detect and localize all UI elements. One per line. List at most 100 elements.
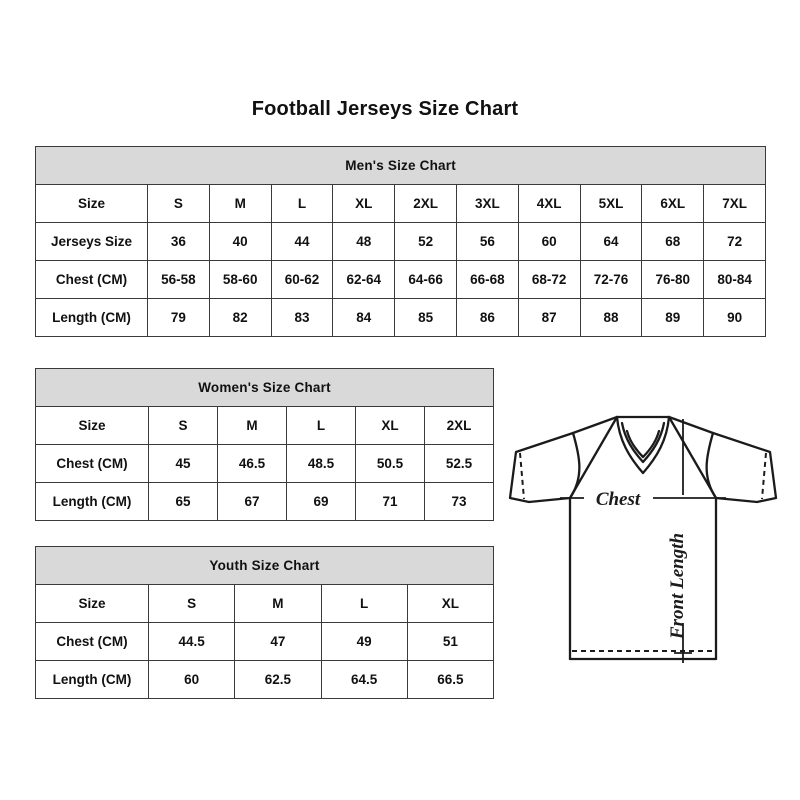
mens-row-0-cell-0: Jerseys Size <box>35 222 148 261</box>
front-length-measure-label: Front Length <box>667 533 688 640</box>
youth-row-1-cell-2: 62.5 <box>234 660 322 699</box>
womens-row-0-cell-5: 52.5 <box>424 444 494 483</box>
mens-row-2-cell-9: 89 <box>641 298 705 337</box>
mens-row-1-cell-10: 80-84 <box>703 260 767 299</box>
mens-header-cell-0: Size <box>35 184 148 223</box>
mens-header-cell-7: 4XL <box>517 184 581 223</box>
womens-row-0-cell-1: 45 <box>148 444 218 483</box>
womens-header-cell-1: S <box>148 406 218 445</box>
table-row: Chest (CM) 44.5 47 49 51 <box>35 622 495 661</box>
mens-row-0-cell-5: 52 <box>394 222 457 261</box>
youth-row-0-cell-1: 44.5 <box>147 622 236 661</box>
mens-row-1-cell-4: 62-64 <box>332 260 396 299</box>
left-armhole <box>568 431 581 500</box>
womens-row-0-cell-2: 46.5 <box>217 444 287 483</box>
womens-table-caption: Women's Size Chart <box>35 368 494 407</box>
mens-table-caption: Men's Size Chart <box>34 146 767 185</box>
jersey-diagram: Chest Front Length <box>498 395 788 685</box>
mens-row-1-cell-6: 66-68 <box>455 260 519 299</box>
youth-row-1-cell-0: Length (CM) <box>35 660 149 699</box>
youth-header-cell-3: L <box>320 584 408 623</box>
mens-row-0-cell-8: 64 <box>579 222 643 261</box>
youth-row-1-cell-4: 66.5 <box>406 660 495 699</box>
womens-row-1-cell-5: 73 <box>424 482 494 521</box>
mens-row-2-cell-5: 85 <box>394 298 457 337</box>
youth-row-1-cell-3: 64.5 <box>320 660 408 699</box>
mens-header-cell-5: 2XL <box>394 184 457 223</box>
mens-row-0-cell-7: 60 <box>517 222 581 261</box>
mens-row-2-cell-0: Length (CM) <box>35 298 148 337</box>
table-header-row: Size S M L XL <box>35 584 495 623</box>
mens-row-2-cell-1: 79 <box>147 298 210 337</box>
table-row: Length (CM) 65 67 69 71 73 <box>35 482 494 521</box>
mens-row-1-cell-5: 64-66 <box>394 260 457 299</box>
mens-row-2-cell-8: 88 <box>579 298 643 337</box>
v-neck-inner-1 <box>620 421 666 464</box>
youth-header-cell-0: Size <box>35 584 149 623</box>
mens-row-1-cell-0: Chest (CM) <box>35 260 148 299</box>
mens-row-1-cell-9: 76-80 <box>641 260 705 299</box>
womens-row-0-cell-4: 50.5 <box>355 444 425 483</box>
womens-header-cell-3: L <box>286 406 356 445</box>
mens-row-2-cell-7: 87 <box>517 298 581 337</box>
womens-row-0-cell-3: 48.5 <box>286 444 356 483</box>
mens-header-cell-9: 6XL <box>641 184 705 223</box>
left-sleeve-hem-dash <box>519 452 525 500</box>
mens-row-2-cell-6: 86 <box>455 298 519 337</box>
table-row: Jerseys Size 36 40 44 48 52 56 60 64 68 … <box>35 222 767 261</box>
mens-row-2-cell-10: 90 <box>703 298 767 337</box>
mens-row-0-cell-3: 44 <box>270 222 334 261</box>
mens-row-0-cell-9: 68 <box>641 222 705 261</box>
youth-header-cell-2: M <box>234 584 322 623</box>
mens-header-cell-4: XL <box>332 184 396 223</box>
womens-row-1-cell-3: 69 <box>286 482 356 521</box>
table-header-row: Size S M L XL 2XL <box>35 406 494 445</box>
youth-row-0-cell-4: 51 <box>406 622 495 661</box>
left-sleeve-outline <box>508 415 619 504</box>
womens-size-table: Women's Size Chart Size S M L XL 2XL Che… <box>35 368 494 521</box>
mens-row-0-cell-4: 48 <box>332 222 396 261</box>
right-armhole <box>705 431 718 500</box>
v-neck-inner-2 <box>625 429 661 459</box>
youth-table-caption: Youth Size Chart <box>34 546 495 585</box>
mens-header-cell-1: S <box>147 184 210 223</box>
youth-header-cell-1: S <box>147 584 236 623</box>
table-row: Chest (CM) 56-58 58-60 60-62 62-64 64-66… <box>35 260 767 299</box>
mens-row-2-cell-3: 83 <box>270 298 334 337</box>
table-caption-row: Youth Size Chart <box>34 546 495 585</box>
youth-row-0-cell-0: Chest (CM) <box>35 622 149 661</box>
mens-row-0-cell-6: 56 <box>455 222 519 261</box>
mens-header-cell-8: 5XL <box>579 184 643 223</box>
v-neck-outer <box>615 415 671 475</box>
womens-row-1-cell-2: 67 <box>217 482 287 521</box>
mens-size-table: Men's Size Chart Size S M L XL 2XL 3XL 4… <box>34 146 767 337</box>
table-caption-row: Men's Size Chart <box>34 146 767 185</box>
youth-row-1-cell-1: 60 <box>147 660 236 699</box>
table-row: Length (CM) 60 62.5 64.5 66.5 <box>35 660 495 699</box>
youth-header-cell-4: XL <box>406 584 495 623</box>
mens-row-1-cell-8: 72-76 <box>579 260 643 299</box>
mens-header-cell-6: 3XL <box>455 184 519 223</box>
womens-header-cell-2: M <box>217 406 287 445</box>
mens-row-1-cell-3: 60-62 <box>270 260 334 299</box>
mens-row-2-cell-2: 82 <box>208 298 272 337</box>
womens-header-cell-4: XL <box>355 406 425 445</box>
mens-row-1-cell-2: 58-60 <box>208 260 272 299</box>
table-caption-row: Women's Size Chart <box>35 368 494 407</box>
mens-row-1-cell-7: 68-72 <box>517 260 581 299</box>
youth-size-table: Youth Size Chart Size S M L XL Chest (CM… <box>34 546 495 699</box>
table-row: Chest (CM) 45 46.5 48.5 50.5 52.5 <box>35 444 494 483</box>
womens-header-cell-0: Size <box>35 406 149 445</box>
mens-header-cell-2: M <box>208 184 272 223</box>
right-sleeve-outline <box>667 415 778 504</box>
mens-header-cell-10: 7XL <box>703 184 767 223</box>
page-title: Football Jerseys Size Chart <box>251 98 519 120</box>
table-header-row: Size S M L XL 2XL 3XL 4XL 5XL 6XL 7XL <box>35 184 767 223</box>
mens-row-2-cell-4: 84 <box>332 298 396 337</box>
youth-row-0-cell-2: 47 <box>234 622 322 661</box>
mens-row-0-cell-10: 72 <box>703 222 767 261</box>
table-row: Length (CM) 79 82 83 84 85 86 87 88 89 9… <box>35 298 767 337</box>
womens-header-cell-5: 2XL <box>424 406 494 445</box>
mens-row-0-cell-2: 40 <box>208 222 272 261</box>
womens-row-0-cell-0: Chest (CM) <box>35 444 149 483</box>
